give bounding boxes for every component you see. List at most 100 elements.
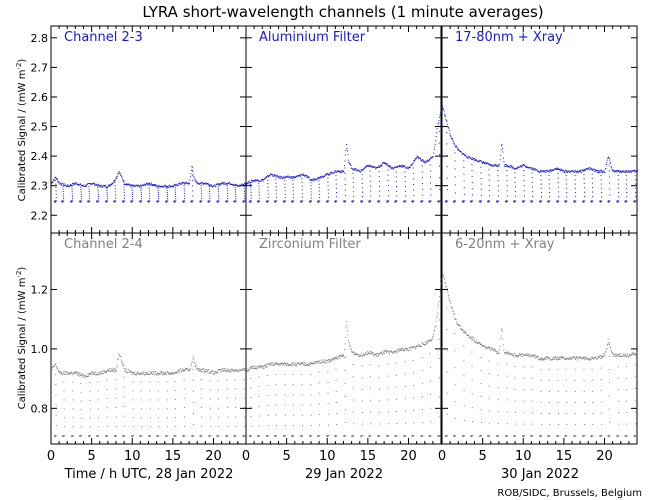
dip-point [72,408,74,410]
dip-point [481,200,483,202]
data-point [491,164,493,166]
dip-minimum [624,435,627,438]
data-point [377,353,379,355]
data-point [103,369,105,371]
data-point [139,374,141,376]
dip-point [497,180,499,182]
dip-point [488,179,490,181]
data-point [96,185,98,187]
dip-point [244,193,246,195]
data-point [244,369,246,371]
dip-point [208,186,210,188]
data-point [370,351,372,353]
data-point [597,358,599,360]
data-point [315,179,317,181]
dip-point [62,188,64,190]
dip-point [201,435,203,437]
data-point [194,365,196,367]
data-point [227,371,229,373]
data-point [624,171,626,173]
data-point [146,183,148,185]
data-point [188,183,190,185]
dip-minimum [182,200,185,203]
data-point [482,161,484,163]
data-point [117,358,119,360]
dip-minimum [131,435,134,438]
dip-point [429,164,431,166]
dip-point [234,186,236,188]
data-point [421,342,423,344]
data-point [430,157,432,159]
data-point [209,373,211,375]
dip-point [166,196,168,198]
dip-point [583,401,585,403]
x-tick-label: 5 [282,449,290,464]
data-point [277,363,279,365]
data-point [274,363,276,365]
data-point [474,158,476,160]
dip-point [218,198,220,200]
data-point [264,178,266,180]
data-point [469,336,471,338]
dip-point [353,411,355,413]
data-point [315,362,317,364]
dip-point [141,200,143,202]
data-point [339,171,341,173]
dip-point [488,360,490,362]
dip-point [591,390,593,392]
dip-point [72,426,74,428]
dip-point [361,178,363,180]
data-point [152,183,154,185]
data-point [629,170,631,172]
dip-point [267,395,269,397]
data-point [294,362,296,364]
dip-point [285,200,287,202]
dip-point [471,421,473,423]
row-top: 2.22.32.42.52.62.72.8 Channel 2-3 Alumini… [31,25,638,234]
data-point [295,364,297,366]
data-point [438,303,440,305]
dip-point [592,424,594,426]
dip-point [413,200,415,202]
data-point [65,371,67,373]
data-point [341,355,343,357]
data-point [335,356,337,358]
dip-point [379,411,381,413]
data-point [159,373,161,375]
data-point [355,169,357,171]
data-point [434,326,436,328]
data-point [110,370,112,372]
data-point [290,365,292,367]
data-point [575,356,577,358]
data-point [370,165,372,167]
x-tick-label: 0 [242,449,250,464]
dip-point [244,425,246,427]
data-point [406,167,408,169]
dip-point [80,417,82,419]
data-point [387,165,389,167]
panel-17-80nm-xray: 17-80nm + Xray [441,25,638,234]
dip-point [55,190,57,192]
dip-point [235,435,237,437]
data-point [324,360,326,362]
data-point [471,336,473,338]
data-point [60,373,62,375]
data-point [506,165,508,167]
data-point [90,372,91,374]
dip-point [275,189,277,191]
dip-point [497,170,499,172]
dip-minimum [351,435,354,438]
dip-point [301,404,303,406]
dip-minimum [530,435,533,438]
data-point [169,185,171,187]
data-point [415,159,417,161]
data-point [384,162,386,164]
dip-minimum [462,435,465,438]
dip-point [150,426,152,428]
dip-point [275,424,277,426]
data-point [237,369,239,371]
data-point [572,171,574,173]
dip-point [284,197,286,199]
data-point [308,363,310,365]
data-point [165,186,167,188]
